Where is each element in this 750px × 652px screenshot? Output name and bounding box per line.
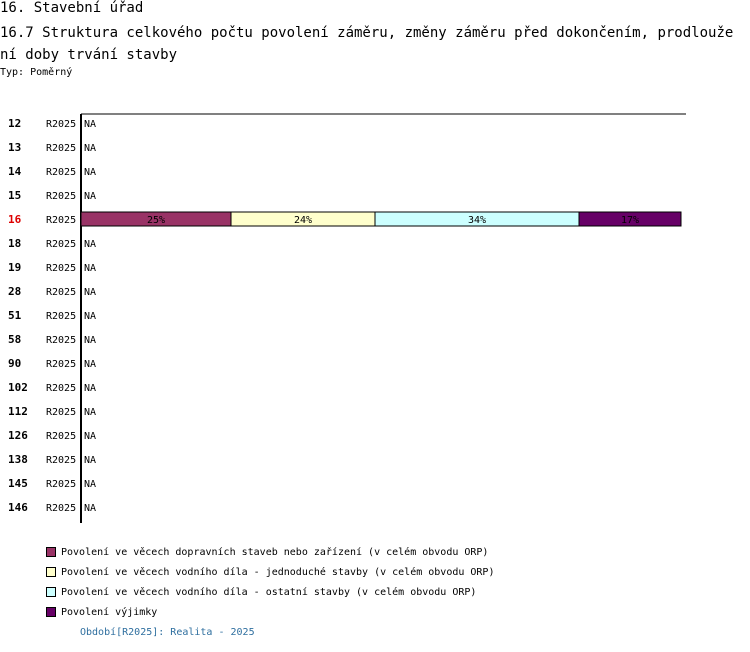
category-label: 90 bbox=[8, 357, 21, 370]
category-label: 146 bbox=[8, 501, 28, 514]
period-label: R2025 bbox=[46, 479, 76, 490]
period-label: R2025 bbox=[46, 335, 76, 346]
na-label: NA bbox=[84, 311, 96, 322]
category-label: 18 bbox=[8, 237, 21, 250]
na-label: NA bbox=[84, 503, 96, 514]
period-label: R2025 bbox=[46, 407, 76, 418]
chart-legend: Povolení ve věcech dopravních staveb neb… bbox=[46, 542, 494, 622]
na-label: NA bbox=[84, 287, 96, 298]
data-label: 25% bbox=[147, 215, 165, 226]
legend-item: Povolení ve věcech vodního díla - jednod… bbox=[46, 562, 494, 582]
legend-swatch bbox=[46, 587, 56, 597]
chart-type-value: Poměrný bbox=[30, 67, 73, 78]
legend-label: Povolení výjimky bbox=[61, 606, 158, 618]
chart-type-line: Typ: Poměrný bbox=[0, 67, 72, 78]
period-label: R2025 bbox=[46, 263, 76, 274]
chart-title: 16.7 Struktura celkového počtu povolení … bbox=[0, 25, 734, 63]
legend-item: Povolení výjimky bbox=[46, 602, 494, 622]
legend-swatch bbox=[46, 567, 56, 577]
na-label: NA bbox=[84, 335, 96, 346]
legend-swatch bbox=[46, 607, 56, 617]
na-label: NA bbox=[84, 431, 96, 442]
na-label: NA bbox=[84, 383, 96, 394]
na-label: NA bbox=[84, 263, 96, 274]
period-label: R2025 bbox=[46, 455, 76, 466]
period-label: R2025 bbox=[46, 359, 76, 370]
na-label: NA bbox=[84, 119, 96, 130]
period-label: R2025 bbox=[46, 191, 76, 202]
period-label: R2025 bbox=[46, 119, 76, 130]
category-label: 51 bbox=[8, 309, 22, 322]
period-label: R2025 bbox=[46, 143, 76, 154]
data-label: 34% bbox=[468, 215, 486, 226]
data-label: 17% bbox=[621, 215, 639, 226]
period-label: R2025 bbox=[46, 431, 76, 442]
period-footer: Období[R2025]: Realita - 2025 bbox=[80, 627, 255, 638]
na-label: NA bbox=[84, 143, 96, 154]
period-label: R2025 bbox=[46, 503, 76, 514]
legend-item: Povolení ve věcech vodního díla - ostatn… bbox=[46, 582, 494, 602]
category-label: 16 bbox=[8, 213, 22, 226]
category-label: 13 bbox=[8, 141, 21, 154]
period-label: R2025 bbox=[46, 167, 76, 178]
na-label: NA bbox=[84, 407, 96, 418]
na-label: NA bbox=[84, 479, 96, 490]
category-label: 58 bbox=[8, 333, 21, 346]
category-label: 145 bbox=[8, 477, 28, 490]
stacked-bar-chart: 12 R2025 NA 13 R2025 NA 14 R2025 NA 15 R2025 NA 16 R2… bbox=[8, 113, 686, 523]
category-label: 19 bbox=[8, 261, 21, 274]
legend-label: Povolení ve věcech dopravních staveb neb… bbox=[61, 546, 489, 558]
period-label: R2025 bbox=[46, 239, 76, 250]
legend-item: Povolení ve věcech dopravních staveb neb… bbox=[46, 542, 494, 562]
na-label: NA bbox=[84, 239, 96, 250]
category-label: 138 bbox=[8, 453, 28, 466]
category-label: 28 bbox=[8, 285, 21, 298]
bar-segment bbox=[578, 211, 682, 227]
category-label: 126 bbox=[8, 429, 28, 442]
period-label: R2025 bbox=[46, 215, 76, 226]
period-label: R2025 bbox=[46, 287, 76, 298]
na-label: NA bbox=[84, 359, 96, 370]
chart-type-label: Typ: bbox=[0, 67, 31, 78]
category-label: 14 bbox=[8, 165, 22, 178]
category-label: 12 bbox=[8, 117, 21, 130]
section-title: 16. Stavební úřad bbox=[0, 0, 144, 16]
period-label: R2025 bbox=[46, 383, 76, 394]
period-label: R2025 bbox=[46, 311, 76, 322]
category-label: 15 bbox=[8, 189, 21, 202]
legend-label: Povolení ve věcech vodního díla - jednod… bbox=[61, 566, 495, 578]
legend-swatch bbox=[46, 547, 56, 557]
legend-label: Povolení ve věcech vodního díla - ostatn… bbox=[61, 586, 477, 598]
na-label: NA bbox=[84, 167, 96, 178]
category-label: 102 bbox=[8, 381, 28, 394]
category-label: 112 bbox=[8, 405, 28, 418]
na-label: NA bbox=[84, 455, 96, 466]
data-label: 24% bbox=[294, 215, 312, 226]
na-label: NA bbox=[84, 191, 96, 202]
